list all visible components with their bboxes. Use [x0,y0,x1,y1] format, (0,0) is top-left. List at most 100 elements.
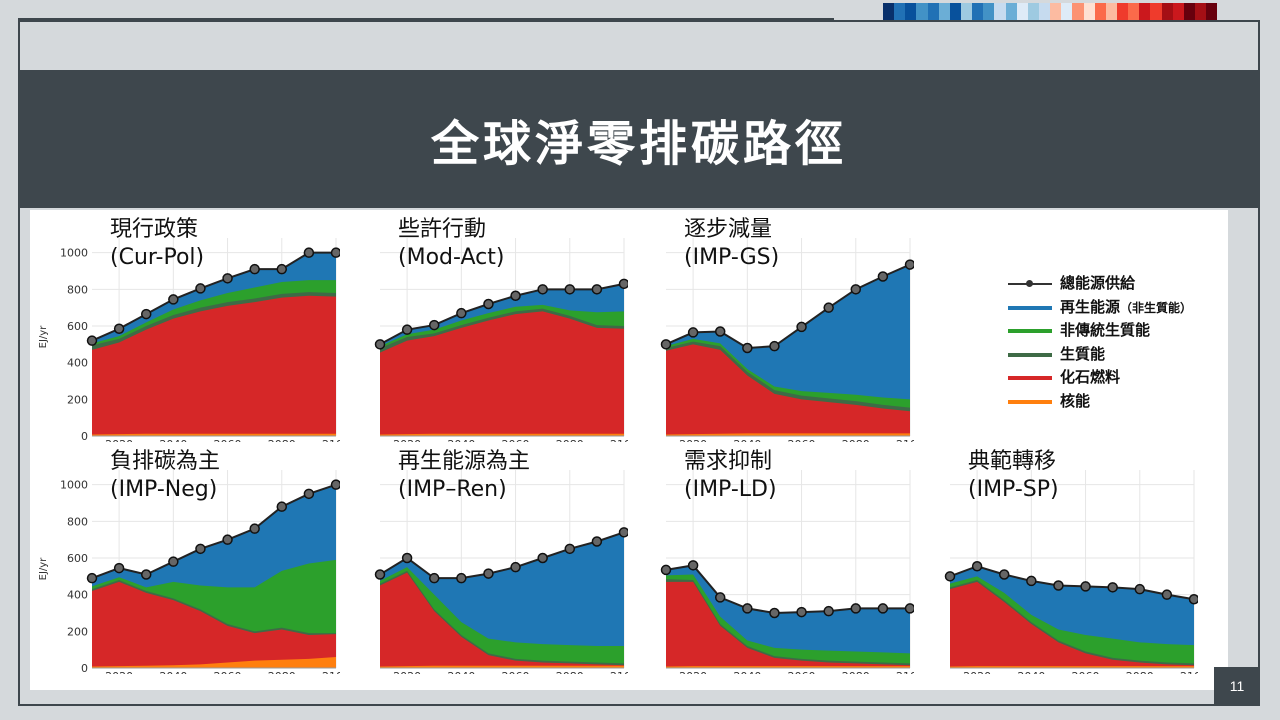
legend-marker-icon [1026,280,1033,287]
total-supply-point [86,335,98,346]
total-supply-point [971,561,983,572]
total-supply-point [742,342,753,354]
slide-title: 全球淨零排碳路徑 [430,116,847,172]
panel-title-zh: 負排碳為主 [110,449,221,474]
total-supply-point [86,572,98,584]
y-tick-label: 0 [81,662,88,674]
legend-label-note: （非生質能） [1120,300,1193,315]
total-supply-point [618,278,628,290]
x-tick-label: 2100 [1180,670,1198,674]
panel-title: 些許行動 (Mod-Act) [398,216,504,272]
total-supply-point [140,308,152,320]
x-tick-label: 2100 [322,670,340,674]
x-tick-label: 2080 [268,438,296,442]
total-supply-point [742,603,753,614]
legend-label-text: 化石燃料 [1060,368,1121,386]
chart-svg: 2020 2040 2060 2080 2100 [660,238,914,442]
total-supply-point [1134,583,1146,595]
total-supply-point [714,326,726,337]
total-supply-point [687,560,699,571]
total-supply-point [113,562,125,574]
total-supply-point [850,603,862,614]
total-supply-point [591,284,603,295]
legend-label: 生質能 [1060,343,1105,364]
total-supply-line [91,483,337,580]
legend-swatch [1008,280,1052,287]
panel-title: 典範轉移 (IMP-SP) [968,448,1059,504]
area-nuclear [92,433,336,436]
x-tick-label: 2060 [214,438,242,442]
legend-label-text: 非傳統生質能 [1060,321,1151,339]
x-tick-label: 2100 [322,438,340,442]
x-tick-label: 2040 [159,670,187,674]
y-tick-label: 400 [67,589,88,602]
total-supply-point [591,536,603,547]
y-axis-label: EJ/yr [38,325,49,349]
chart-area: 2020 2040 2060 2080 2100 0 200 400 600 800 1000 EJ/… [30,210,1228,690]
y-tick-label: 1000 [60,479,88,492]
x-tick-label: 2020 [393,670,421,674]
panel-title-zh: 逐步減量 [684,217,773,242]
legend-swatch [1008,305,1052,310]
x-tick-label: 2100 [896,438,914,442]
total-supply-point [249,263,260,275]
panel-title: 需求抑制 (IMP-LD) [684,448,777,504]
legend-label-text: 生質能 [1060,344,1106,363]
total-supply-point [904,603,914,614]
total-supply-point [998,569,1010,580]
x-tick-label: 2020 [963,670,991,674]
x-tick-label: 2040 [733,670,761,674]
area-nuclear [92,657,336,668]
total-supply-point [330,247,340,258]
y-tick-label: 800 [67,283,88,296]
chart-svg: 2020 2040 2060 2080 2100 [374,470,628,674]
panel-title-zh: 些許行動 [398,217,487,242]
x-tick-label: 2020 [105,670,133,674]
total-supply-line [379,282,625,346]
x-tick-label: 2040 [733,438,761,442]
panel-title: 再生能源為主 (IMP–Ren) [398,448,530,504]
chart-panel-6: 2020 2040 2060 2080 2100 典範轉移 (IMP-SP) [888,442,1198,674]
total-supply-point [1080,581,1091,592]
total-supply-point [428,572,440,584]
area-fossil [950,581,1194,668]
y-tick-label: 600 [67,320,88,333]
total-supply-point [195,283,206,294]
chart-panel-2: 2020 2040 2060 2080 2100 逐步減量 (IMP-GS) [604,210,914,442]
total-supply-point [1161,589,1173,600]
total-supply-point [303,488,315,500]
chart-panel-4: 2020 2040 2060 2080 2100 再生能源為主 (IMP–Ren) [318,442,628,674]
x-tick-label: 2080 [842,438,870,442]
total-supply-point [823,605,834,617]
total-supply-point [456,307,467,319]
chart-panel-5: 2020 2040 2060 2080 2100 需求抑制 (IMP-LD) [604,442,914,674]
x-tick-label: 2020 [679,438,707,442]
y-tick-label: 800 [67,515,88,528]
area-nuclear [380,433,624,436]
total-supply-line [91,251,336,342]
chart-svg: 2020 2040 2060 2080 2100 0 200 400 600 800 1000 EJ/… [38,238,340,442]
total-supply-point [222,534,233,545]
x-tick-label: 2060 [788,438,816,442]
total-supply-point [222,273,233,284]
chart-svg: 2020 2040 2060 2080 2100 [660,470,914,674]
total-supply-point [714,592,726,603]
x-tick-label: 2020 [393,438,421,442]
y-tick-label: 600 [67,552,88,565]
total-supply-point [796,321,807,333]
area-fossil [92,581,336,668]
total-supply-point [618,527,628,538]
total-supply-point [1107,582,1118,593]
panel-title: 現行政策 (Cur-Pol) [110,216,204,272]
legend-label: 化石燃料 [1060,366,1120,387]
legend-swatch [1008,329,1052,333]
y-axis-label: EJ/yr [38,557,49,581]
x-tick-label: 2080 [556,438,584,442]
panel-title-code: (IMP–Ren) [398,477,507,502]
total-supply-point [823,302,834,313]
x-tick-label: 2060 [214,670,242,674]
x-tick-label: 2060 [502,438,530,442]
total-supply-point [401,324,413,335]
total-supply-point [769,607,780,619]
total-supply-point [168,294,179,305]
